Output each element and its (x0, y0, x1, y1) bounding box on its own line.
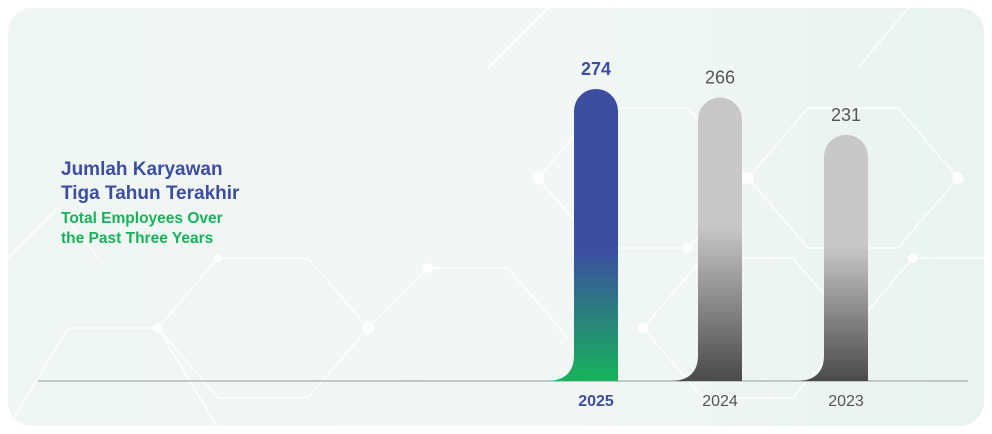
bar-2025 (546, 89, 618, 381)
chart-title-indonesian: Jumlah Karyawan Tiga Tahun Terakhir (61, 159, 240, 204)
value-label-2025: 274 (581, 59, 611, 79)
category-label-2023: 2023 (828, 393, 864, 410)
bar-2023 (796, 134, 868, 381)
value-labels-group: 274 266 231 (581, 59, 861, 125)
bars-group (546, 89, 868, 381)
chart-card: Jumlah Karyawan Tiga Tahun Terakhir Tota… (8, 8, 984, 426)
value-label-2023: 231 (831, 105, 861, 125)
bar-2024 (670, 97, 742, 381)
category-label-2025: 2025 (578, 393, 614, 410)
chart-title-block: Jumlah Karyawan Tiga Tahun Terakhir Tota… (61, 158, 239, 249)
category-labels-group: 2025 2024 2023 (578, 393, 864, 410)
chart-title-english: Total Employees Over the Past Three Year… (61, 210, 223, 247)
category-label-2024: 2024 (702, 393, 738, 410)
value-label-2024: 266 (705, 68, 735, 88)
